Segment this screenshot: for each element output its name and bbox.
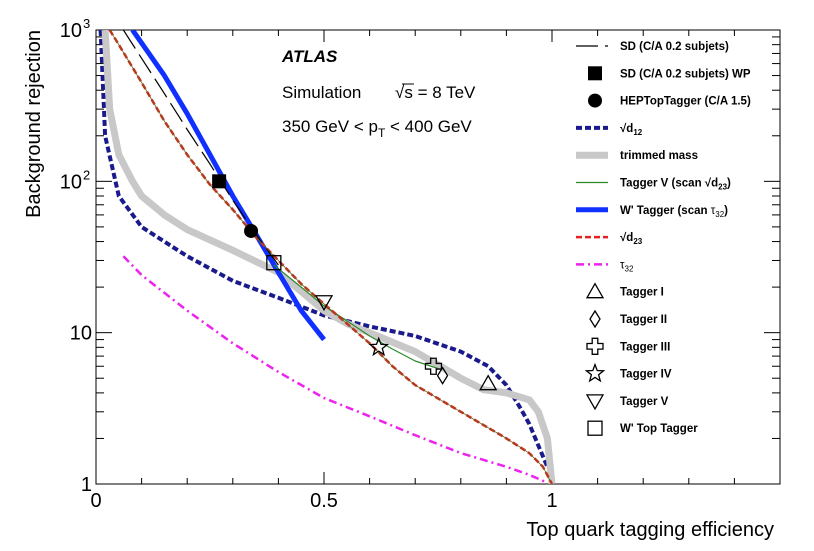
legend-label-main: Tagger V (scan [620, 178, 705, 190]
axis-ticks [95, 30, 781, 484]
legend-label-tau: τ [711, 205, 716, 217]
legend-label-t3: Tagger III [620, 341, 670, 353]
legend-label-end: ) [727, 178, 731, 190]
legend-label-sub: 32 [715, 210, 724, 219]
legend-swatch-t2 [589, 309, 601, 329]
legend-label-trim: trimmed mass [620, 150, 698, 162]
legend-label-hep: HEPTopTagger (C/A 1.5) [620, 96, 751, 108]
legend-label-end: ) [724, 205, 728, 217]
legend-label-sub: 23 [633, 237, 642, 246]
legend-label-tau32: τ32 [620, 259, 634, 273]
legend-swatch-t3 [586, 337, 604, 355]
legend-label-d12: √d12 [620, 122, 643, 137]
legend-label-root: √d [620, 231, 633, 244]
legend-label-tau: τ [620, 259, 625, 271]
legend-label-t2: Tagger II [620, 314, 667, 326]
marker-t4 [368, 336, 390, 357]
pt-range-label: 350 GeV < pT < 400 GeV [282, 117, 472, 140]
y-tick-label: 10 [70, 323, 92, 345]
legend-label-sub: 12 [633, 128, 642, 137]
series-taggerV [273, 264, 439, 370]
y-tick-exponent: 3 [83, 16, 90, 31]
atlas-label: ATLAS [281, 47, 338, 66]
marker-t2 [436, 366, 449, 385]
simulation-label: Simulation [282, 83, 361, 102]
x-axis-title: Top quark tagging efficiency [526, 519, 774, 541]
legend-swatch-sd_wp [588, 66, 602, 81]
marker-hep [244, 223, 259, 238]
energy-sqrt-s: √s [395, 83, 413, 102]
legend-swatch-t1 [585, 282, 605, 299]
legend-label-sd_wp: SD (C/A 0.2 subjets) WP [620, 68, 751, 80]
legend-label-t5: Tagger V [620, 396, 669, 408]
x-tick-label: 0.5 [310, 490, 338, 512]
marker-t3 [424, 357, 443, 375]
energy-value: = 8 TeV [413, 83, 476, 102]
x-tick-label: 1 [546, 490, 557, 512]
legend-label-root: √d [705, 177, 718, 190]
legend-label-root: √d [620, 122, 633, 135]
legend-swatch-t4 [584, 362, 606, 383]
energy-label: √s = 8 TeV [395, 83, 476, 102]
y-axis-title: Background rejection [23, 30, 45, 218]
series-trim [101, 30, 556, 484]
legend-label-main: W' Tagger (scan [620, 205, 711, 217]
legend: SD (C/A 0.2 subjets) SD (C/A 0.2 subjets)… [576, 41, 751, 436]
legend-label-taggerV: Tagger V (scan √d23) [620, 177, 731, 192]
series-tau32 [122, 255, 548, 484]
legend-label-t4: Tagger IV [620, 369, 672, 381]
series-d23-core [109, 30, 553, 484]
plot-frame [95, 29, 781, 485]
y-tick-label: 10 [60, 20, 82, 42]
legend-label-t1: Tagger I [620, 287, 664, 299]
marker-wtop [266, 255, 282, 271]
marker-t5 [314, 295, 334, 312]
legend-swatch-wtop [587, 420, 603, 436]
y-tick-exponent: 2 [83, 167, 90, 182]
legend-label-sub: 23 [718, 183, 727, 192]
marker-sd_wp [212, 174, 227, 189]
legend-label-wtop: W' Top Tagger [620, 423, 698, 435]
legend-swatch-hep [588, 93, 602, 108]
series-wprime [130, 30, 326, 342]
legend-swatch-t5 [585, 394, 605, 411]
pt-range-prefix: 350 GeV < p [282, 117, 378, 136]
legend-label-sd: SD (C/A 0.2 subjets) [620, 41, 729, 53]
marker-t1 [479, 374, 498, 391]
legend-label-wprime: W' Tagger (scan τ32) [620, 205, 728, 219]
legend-label-sub: 32 [625, 264, 634, 273]
pt-range-sub: T [378, 126, 386, 140]
markers-layer [212, 174, 498, 391]
legend-label-d23: √d23 [620, 231, 643, 246]
pt-range-suffix: < 400 GeV [385, 117, 472, 136]
x-tick-label: 0 [90, 490, 101, 512]
y-tick-label: 1 [81, 474, 92, 496]
series-layer [98, 30, 556, 484]
y-tick-label: 10 [60, 171, 82, 193]
